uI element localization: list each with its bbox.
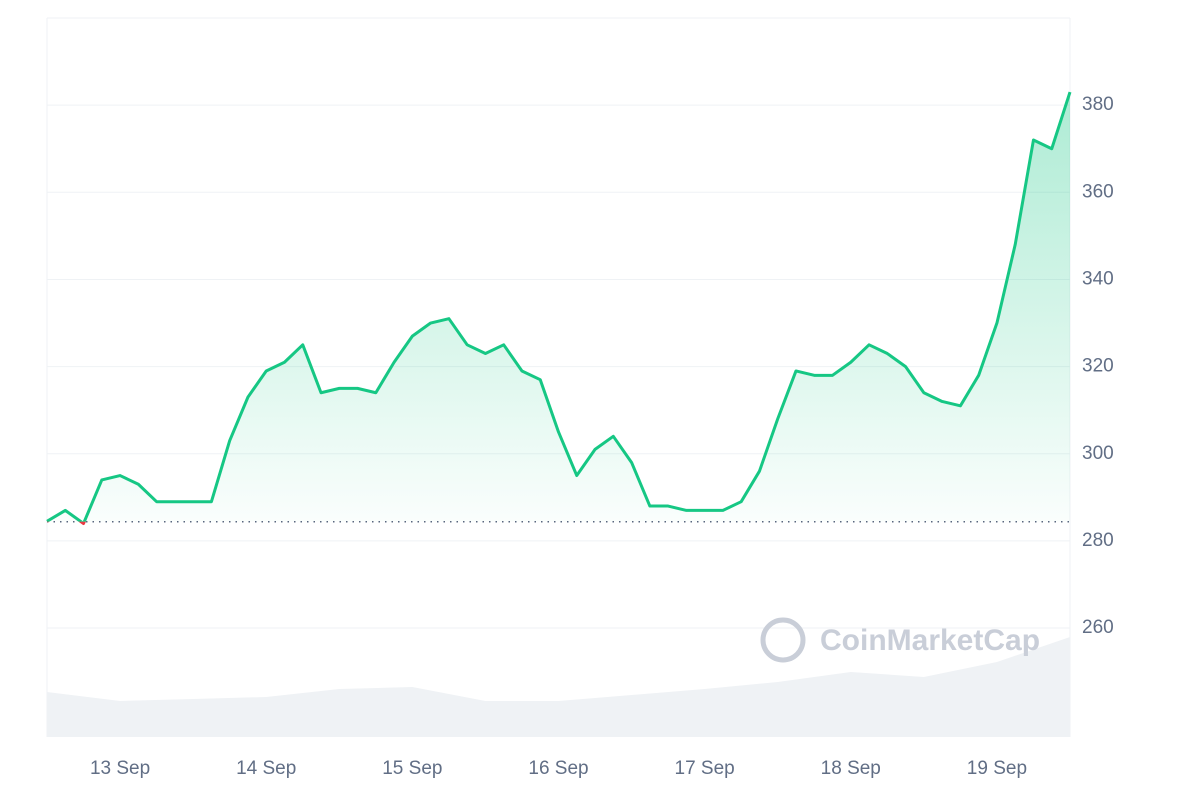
x-tick-label: 14 Sep (236, 758, 296, 779)
y-tick-label: 380 (1082, 94, 1114, 115)
x-tick-label: 15 Sep (382, 758, 442, 779)
x-tick-label: 17 Sep (675, 758, 735, 779)
x-tick-label: 19 Sep (967, 758, 1027, 779)
watermark: CoinMarketCap (760, 617, 1040, 663)
y-tick-label: 360 (1082, 181, 1114, 202)
y-tick-label: 280 (1082, 530, 1114, 551)
volume-area (47, 637, 1070, 737)
price-area (47, 92, 1070, 522)
x-tick-label: 13 Sep (90, 758, 150, 779)
y-tick-label: 300 (1082, 443, 1114, 464)
y-tick-label: 260 (1082, 617, 1114, 638)
watermark-logo (760, 617, 806, 663)
watermark-text: CoinMarketCap (820, 624, 1040, 657)
x-tick-label: 18 Sep (821, 758, 881, 779)
price-line (46, 91, 1072, 522)
x-tick-label: 16 Sep (528, 758, 588, 779)
y-tick-label: 320 (1082, 356, 1114, 377)
y-tick-label: 340 (1082, 268, 1114, 289)
